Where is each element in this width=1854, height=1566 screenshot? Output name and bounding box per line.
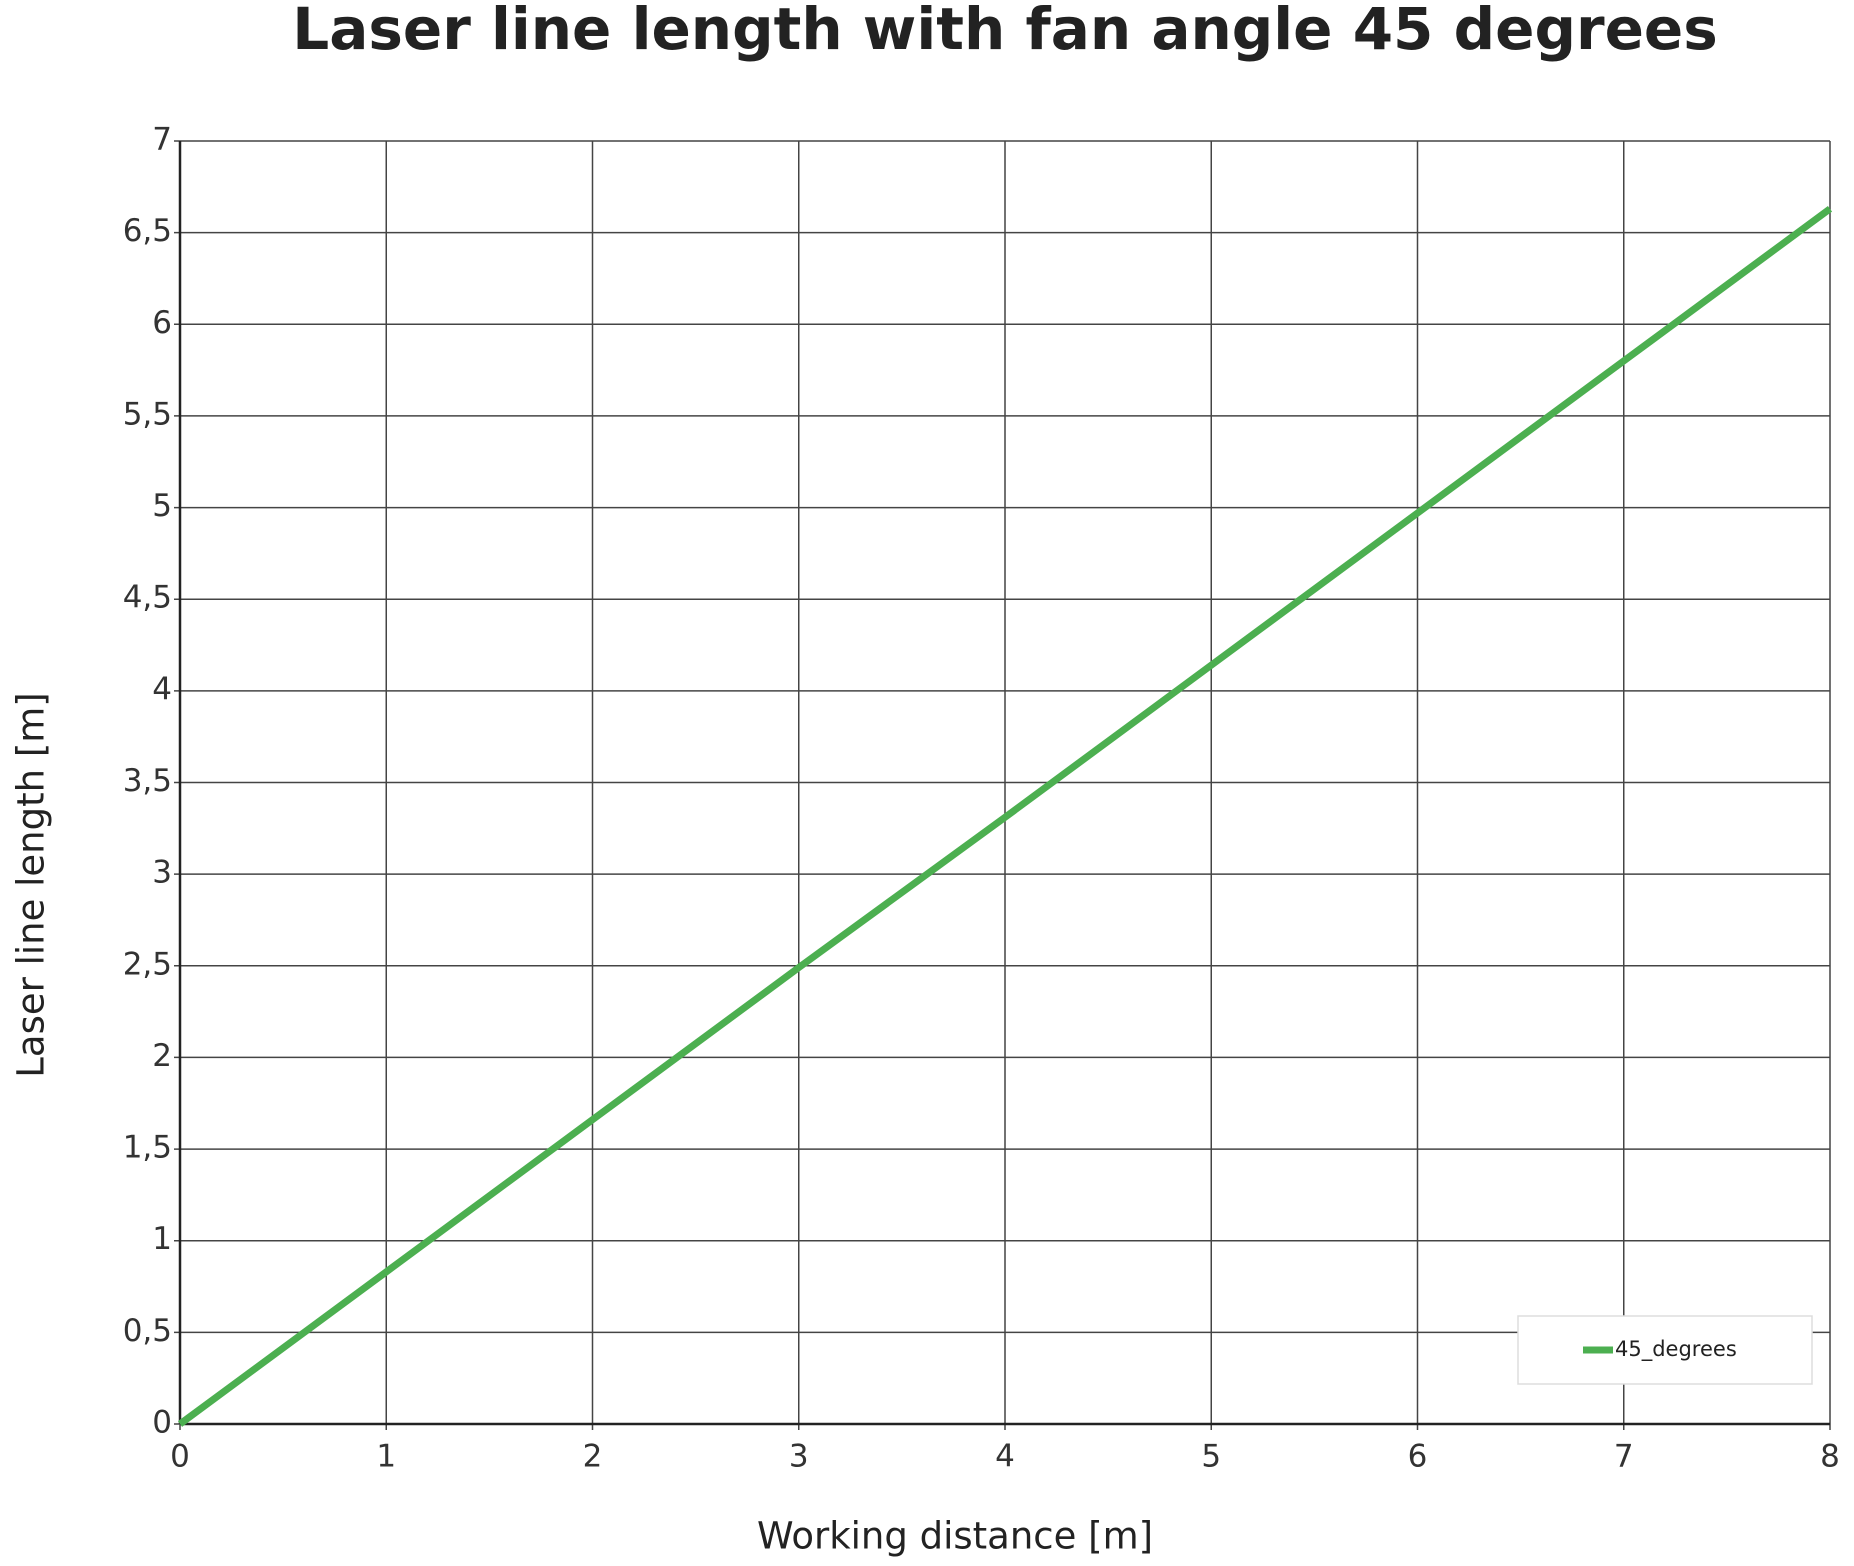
- x-tick-label: 0: [170, 1439, 190, 1475]
- y-tick-label: 2: [152, 1038, 172, 1074]
- y-tick-label: 1: [152, 1221, 172, 1257]
- legend-box: [1517, 1315, 1813, 1385]
- y-tick-label: 3,5: [123, 763, 172, 799]
- y-tick-label: 1,5: [123, 1130, 172, 1166]
- x-tick-label: 1: [376, 1439, 396, 1475]
- y-tick-label: 6,5: [123, 213, 172, 249]
- y-tick-label: 4,5: [123, 580, 172, 616]
- chart-title: Laser line length with fan angle 45 degr…: [292, 0, 1718, 63]
- legend: 45_degrees: [1517, 1315, 1813, 1385]
- y-tick-label: 4: [152, 671, 172, 707]
- x-tick-label: 2: [583, 1439, 603, 1475]
- y-tick-label: 7: [152, 122, 172, 158]
- y-tick-label: 6: [152, 305, 172, 341]
- x-tick-label: 8: [1820, 1439, 1840, 1475]
- x-tick-label: 5: [1201, 1439, 1221, 1475]
- y-tick-label: 5: [152, 488, 172, 524]
- x-axis-label: Working distance [m]: [757, 1515, 1153, 1558]
- y-tick-label: 0: [152, 1405, 172, 1441]
- y-tick-label: 5,5: [123, 396, 172, 432]
- x-tick-label: 4: [995, 1439, 1015, 1475]
- data-line: [177, 205, 1833, 1427]
- x-tick-label: 3: [789, 1439, 809, 1475]
- x-tick-label: 7: [1614, 1439, 1634, 1475]
- legend-label: 45_degrees: [1615, 1337, 1737, 1362]
- x-tick-label: 6: [1408, 1439, 1428, 1475]
- y-tick-label: 0,5: [123, 1313, 172, 1349]
- y-tick-label: 3: [152, 855, 172, 891]
- y-axis-label: Laser line length [m]: [10, 692, 53, 1077]
- y-tick-label: 2,5: [123, 946, 172, 982]
